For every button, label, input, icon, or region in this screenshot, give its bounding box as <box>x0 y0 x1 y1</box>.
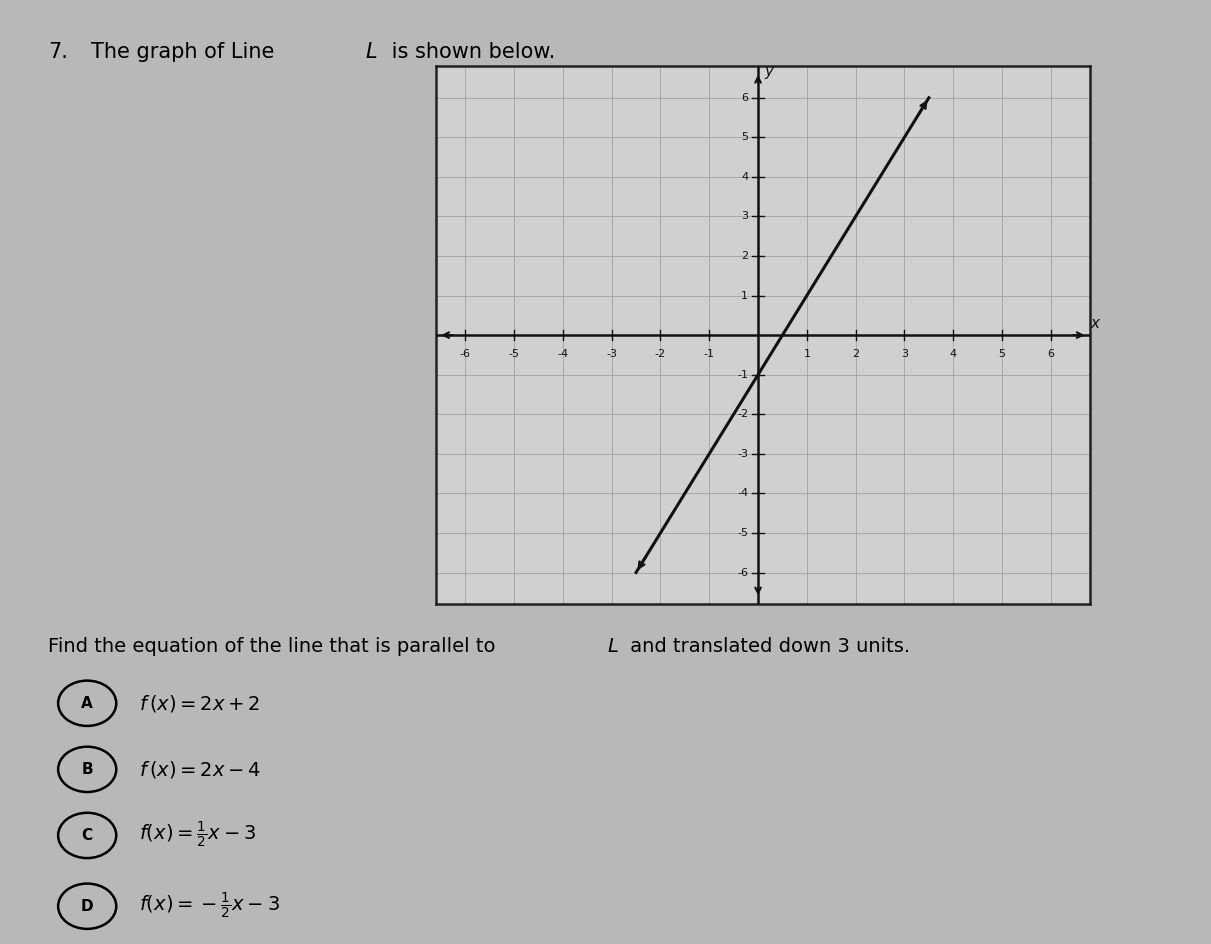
Text: y: y <box>764 64 773 79</box>
Text: -6: -6 <box>737 567 748 578</box>
Text: L: L <box>366 42 378 62</box>
Text: -2: -2 <box>737 410 748 419</box>
Text: 1: 1 <box>803 349 810 359</box>
Text: -2: -2 <box>655 349 666 359</box>
Text: The graph of Line: The graph of Line <box>91 42 281 62</box>
Text: 4: 4 <box>741 172 748 182</box>
Text: Find the equation of the line that is parallel to: Find the equation of the line that is pa… <box>48 637 503 656</box>
Text: -4: -4 <box>557 349 568 359</box>
Text: 3: 3 <box>901 349 908 359</box>
Text: B: B <box>81 762 93 777</box>
Text: and translated down 3 units.: and translated down 3 units. <box>624 637 909 656</box>
Text: D: D <box>81 899 93 914</box>
Text: 6: 6 <box>1048 349 1055 359</box>
Text: $f(x) = \frac{1}{2}x - 3$: $f(x) = \frac{1}{2}x - 3$ <box>139 820 257 851</box>
Text: -5: -5 <box>737 528 748 538</box>
Text: 6: 6 <box>741 93 748 103</box>
Text: -1: -1 <box>704 349 714 359</box>
Text: $f\,(x) = 2x + 2$: $f\,(x) = 2x + 2$ <box>139 693 260 714</box>
Text: 7.: 7. <box>48 42 68 62</box>
Text: -3: -3 <box>607 349 618 359</box>
Text: is shown below.: is shown below. <box>385 42 556 62</box>
Text: $f\,(x) = 2x - 4$: $f\,(x) = 2x - 4$ <box>139 759 262 780</box>
Text: C: C <box>81 828 93 843</box>
Text: 5: 5 <box>741 132 748 143</box>
Text: $f(x) = -\frac{1}{2}x - 3$: $f(x) = -\frac{1}{2}x - 3$ <box>139 891 280 921</box>
Text: -5: -5 <box>509 349 520 359</box>
Text: A: A <box>81 696 93 711</box>
Text: -4: -4 <box>737 488 748 498</box>
Text: 5: 5 <box>999 349 1005 359</box>
Text: 3: 3 <box>741 211 748 222</box>
Text: 2: 2 <box>853 349 860 359</box>
Text: -1: -1 <box>737 370 748 379</box>
Text: x: x <box>1091 316 1100 331</box>
Text: 1: 1 <box>741 291 748 300</box>
Text: -3: -3 <box>737 448 748 459</box>
Text: 2: 2 <box>741 251 748 261</box>
Text: 4: 4 <box>949 349 957 359</box>
Text: -6: -6 <box>460 349 471 359</box>
Text: L: L <box>608 637 619 656</box>
